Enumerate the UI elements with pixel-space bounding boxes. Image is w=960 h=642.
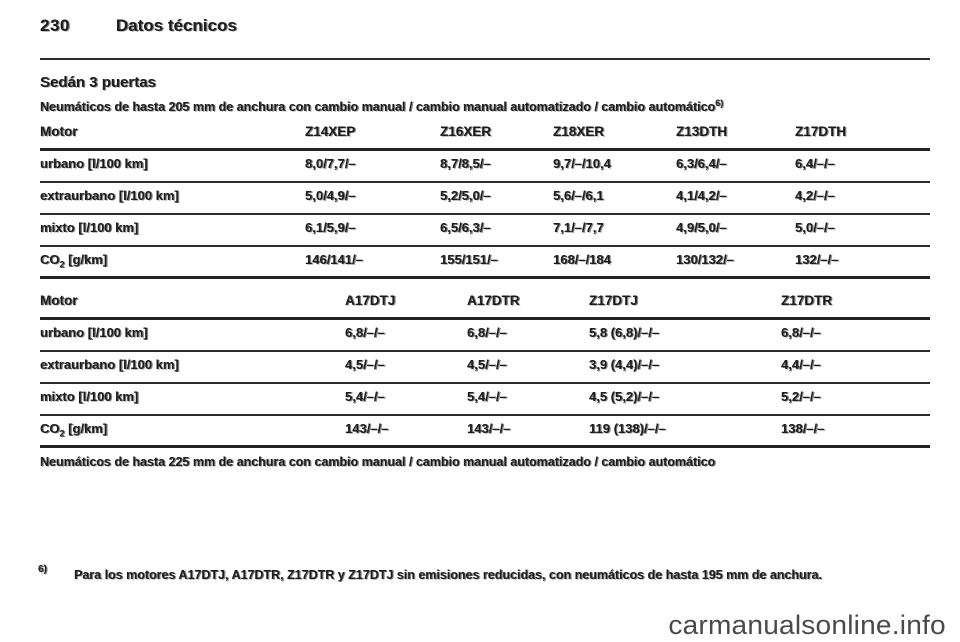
table-header-row: Motor A17DTJ A17DTR Z17DTJ Z17DTR <box>40 293 930 320</box>
footnote-ref: 6) <box>38 564 47 575</box>
page-title: Datos técnicos <box>115 16 237 35</box>
value-cell: 6,8/–/– <box>345 325 385 340</box>
table-row-extraurban: extraurbano [l/100 km] 5,0/4,9/– 5,2/5,0… <box>40 183 930 215</box>
value-cell: 7,1/–/7,7 <box>553 220 604 235</box>
co2-text: CO <box>40 421 60 436</box>
co2-text: CO <box>40 252 60 267</box>
row-label-co2: CO2 [g/km] <box>40 252 305 276</box>
value-cell: 5,4/–/– <box>345 389 385 404</box>
engine-header-cell: Z14XEP <box>305 124 356 139</box>
footnote: 6) Para los motores A17DTJ, A17DTR, Z17D… <box>38 564 822 585</box>
engine-header-cell: Z18XER <box>553 124 605 139</box>
row-label-co2: CO2 [g/km] <box>40 421 345 445</box>
engine-header-cell: Z16XER <box>440 124 492 139</box>
value-cell: 8,0/7,7/– <box>305 156 356 171</box>
value-cell: 119 (138)/–/– <box>589 421 666 436</box>
value-cell: 5,4/–/– <box>467 389 507 404</box>
value-cell: 5,6/–/6,1 <box>553 188 604 203</box>
motor-header-cell: Motor <box>40 124 78 139</box>
value-cell: 6,1/5,9/– <box>305 220 356 235</box>
header-divider <box>40 58 930 60</box>
table-header-row: Motor Z14XEP Z16XER Z18XER Z13DTH Z17DTH <box>40 124 930 151</box>
value-cell: 6,8/–/– <box>467 325 507 340</box>
table-row-co2: CO2 [g/km] 146/141/– 155/151/– 168/–/184… <box>40 247 930 279</box>
co2-subscript: 2 <box>59 428 65 439</box>
engine-header-cell: Z13DTH <box>676 124 728 139</box>
value-cell: 138/–/– <box>781 421 825 436</box>
value-cell: 5,0/–/– <box>795 220 835 235</box>
table-row-urban: urbano [l/100 km] 6,8/–/– 6,8/–/– 5,8 (6… <box>40 320 930 352</box>
engine-header-cell: Z17DTR <box>781 293 833 308</box>
value-cell: 6,4/–/– <box>795 156 835 171</box>
table-row-extraurban: extraurbano [l/100 km] 4,5/–/– 4,5/–/– 3… <box>40 352 930 384</box>
section-title: Sedán 3 puertas <box>40 74 156 91</box>
value-cell: 4,4/–/– <box>781 357 821 372</box>
value-cell: 4,5 (5,2)/–/– <box>589 389 660 404</box>
table-row-urban: urbano [l/100 km] 8,0/7,7/– 8,7/8,5/– 9,… <box>40 151 930 183</box>
row-label: extraurbano [l/100 km] <box>40 188 179 203</box>
row-label: urbano [l/100 km] <box>40 325 148 340</box>
value-cell: 5,2/5,0/– <box>440 188 491 203</box>
value-cell: 5,8 (6,8)/–/– <box>589 325 660 340</box>
value-cell: 155/151/– <box>440 252 498 267</box>
consumption-table-petrol-diesel: Motor Z14XEP Z16XER Z18XER Z13DTH Z17DTH… <box>40 124 930 279</box>
value-cell: 130/132/– <box>676 252 734 267</box>
table-row-combined: mixto [l/100 km] 6,1/5,9/– 6,5/6,3/– 7,1… <box>40 215 930 247</box>
table-row-combined: mixto [l/100 km] 5,4/–/– 5,4/–/– 4,5 (5,… <box>40 384 930 416</box>
motor-header-cell: Motor <box>40 293 78 308</box>
table-row-co2: CO2 [g/km] 143/–/– 143/–/– 119 (138)/–/–… <box>40 416 930 448</box>
value-cell: 6,3/6,4/– <box>676 156 727 171</box>
value-cell: 3,9 (4,4)/–/– <box>589 357 660 372</box>
engine-header-cell: Z17DTH <box>795 124 847 139</box>
value-cell: 4,5/–/– <box>345 357 385 372</box>
engine-header-cell: A17DTJ <box>345 293 396 308</box>
value-cell: 143/–/– <box>467 421 511 436</box>
tire-note-top-text: Neumáticos de hasta 205 mm de anchura co… <box>40 100 716 115</box>
row-label: mixto [l/100 km] <box>40 389 139 404</box>
value-cell: 143/–/– <box>345 421 389 436</box>
page-header: 230 Datos técnicos <box>40 16 237 36</box>
row-label: extraurbano [l/100 km] <box>40 357 179 372</box>
value-cell: 6,8/–/– <box>781 325 821 340</box>
value-cell: 146/141/– <box>305 252 363 267</box>
engine-header-cell: A17DTR <box>467 293 520 308</box>
footnote-text: Para los motores A17DTJ, A17DTR, Z17DTR … <box>74 568 822 582</box>
value-cell: 8,7/8,5/– <box>440 156 491 171</box>
value-cell: 5,2/–/– <box>781 389 821 404</box>
tire-note-bottom: Neumáticos de hasta 225 mm de anchura co… <box>40 455 716 469</box>
value-cell: 6,5/6,3/– <box>440 220 491 235</box>
page-number: 230 <box>40 16 70 35</box>
value-cell: 5,0/4,9/– <box>305 188 356 203</box>
row-label: mixto [l/100 km] <box>40 220 139 235</box>
co2-unit: [g/km] <box>64 421 108 436</box>
value-cell: 4,2/–/– <box>795 188 835 203</box>
consumption-table-diesel: Motor A17DTJ A17DTR Z17DTJ Z17DTR urbano… <box>40 293 930 448</box>
co2-subscript: 2 <box>59 259 65 270</box>
value-cell: 9,7/–/10,4 <box>553 156 611 171</box>
footnote-reference: 6) <box>715 98 724 108</box>
value-cell: 4,1/4,2/– <box>676 188 727 203</box>
watermark: carmanualsonline.info <box>668 610 946 640</box>
engine-header-cell: Z17DTJ <box>589 293 638 308</box>
co2-unit: [g/km] <box>64 252 108 267</box>
value-cell: 4,9/5,0/– <box>676 220 727 235</box>
value-cell: 168/–/184 <box>553 252 611 267</box>
value-cell: 4,5/–/– <box>467 357 507 372</box>
value-cell: 132/–/– <box>795 252 839 267</box>
tire-note-top: Neumáticos de hasta 205 mm de anchura co… <box>40 98 723 114</box>
row-label: urbano [l/100 km] <box>40 156 148 171</box>
